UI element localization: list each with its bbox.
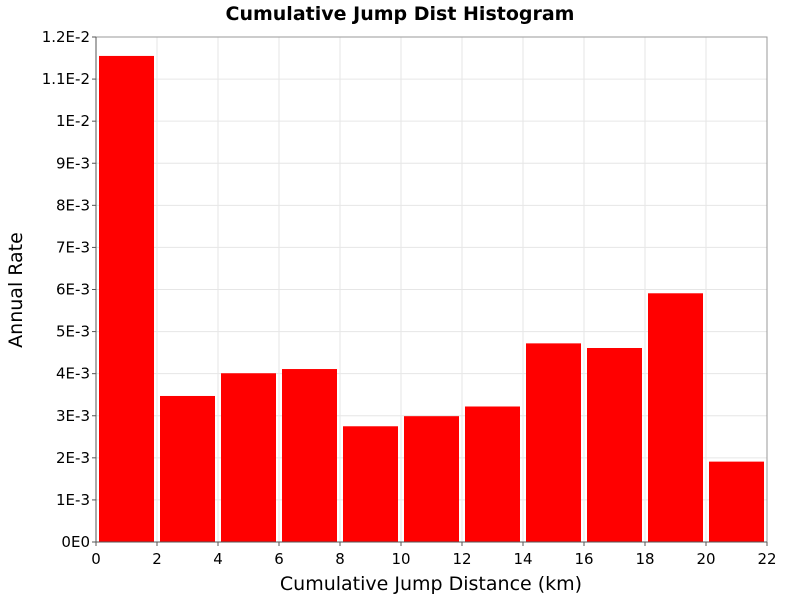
y-tick-label: 0E0 xyxy=(61,533,90,551)
y-tick-label: 6E-3 xyxy=(56,281,90,299)
histogram-bar xyxy=(648,293,703,542)
y-tick-label: 3E-3 xyxy=(56,407,90,425)
y-tick-label: 9E-3 xyxy=(56,154,90,172)
y-axis-ticks: 0E0 1E-3 2E-3 3E-3 4E-3 5E-3 6E-3 7E-3 8E-3 9E-3 1… xyxy=(42,28,96,551)
x-tick-label: 16 xyxy=(574,550,593,568)
x-tick-label: 0 xyxy=(91,550,101,568)
y-tick-label: 7E-3 xyxy=(56,238,90,256)
x-tick-label: 6 xyxy=(274,550,284,568)
y-axis-label: Annual Rate xyxy=(5,232,27,348)
histogram-bar xyxy=(465,406,520,542)
histogram-bar xyxy=(282,369,337,542)
x-tick-label: 4 xyxy=(213,550,223,568)
histogram-bar xyxy=(99,55,154,542)
chart-title: Cumulative Jump Dist Histogram xyxy=(226,3,575,25)
x-tick-label: 2 xyxy=(152,550,162,568)
y-tick-label: 1E-2 xyxy=(56,112,90,130)
histogram-bar xyxy=(221,373,276,542)
x-tick-label: 22 xyxy=(757,550,776,568)
histogram-bar xyxy=(160,395,215,542)
y-tick-label: 1E-3 xyxy=(56,491,90,509)
x-tick-label: 12 xyxy=(452,550,471,568)
x-axis-ticks: 0 2 4 6 8 10 12 14 16 18 20 22 xyxy=(91,542,777,568)
histogram-bar xyxy=(709,461,764,542)
y-tick-label: 2E-3 xyxy=(56,449,90,467)
x-tick-label: 14 xyxy=(513,550,532,568)
bars xyxy=(99,55,764,542)
x-tick-label: 8 xyxy=(335,550,345,568)
y-tick-label: 8E-3 xyxy=(56,196,90,214)
y-tick-label: 1.1E-2 xyxy=(42,70,90,88)
x-tick-label: 18 xyxy=(635,550,654,568)
x-axis-label: Cumulative Jump Distance (km) xyxy=(280,573,582,595)
y-tick-label: 1.2E-2 xyxy=(42,28,90,46)
histogram-bar xyxy=(404,416,459,542)
histogram-bar xyxy=(343,426,398,542)
x-tick-label: 10 xyxy=(391,550,410,568)
y-tick-label: 5E-3 xyxy=(56,323,90,341)
histogram-bar xyxy=(526,343,581,542)
y-tick-label: 4E-3 xyxy=(56,365,90,383)
x-tick-label: 20 xyxy=(696,550,715,568)
histogram-bar xyxy=(587,347,642,542)
